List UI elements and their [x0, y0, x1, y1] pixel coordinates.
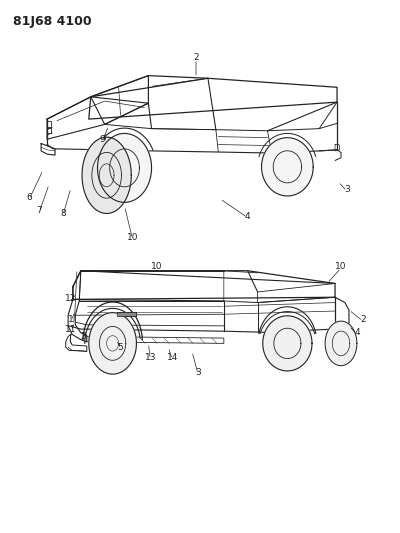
Text: 12: 12	[65, 294, 76, 303]
Text: 10: 10	[150, 262, 162, 271]
Text: 10: 10	[335, 262, 347, 271]
Polygon shape	[263, 316, 312, 371]
Polygon shape	[98, 133, 152, 203]
Polygon shape	[82, 137, 131, 214]
Text: 4: 4	[245, 212, 250, 221]
Text: 8: 8	[60, 209, 66, 218]
Bar	[116, 312, 136, 316]
Text: 3: 3	[195, 368, 201, 377]
Text: 2: 2	[193, 53, 199, 62]
Polygon shape	[89, 313, 136, 374]
Text: 81J68 4100: 81J68 4100	[13, 14, 92, 28]
Text: 10: 10	[127, 233, 138, 242]
Text: 11: 11	[65, 325, 77, 334]
Text: 7: 7	[36, 206, 42, 215]
Text: 4: 4	[354, 328, 360, 337]
Text: 1: 1	[68, 315, 74, 324]
Text: 9: 9	[100, 135, 106, 144]
Text: 2: 2	[360, 315, 366, 324]
Text: 3: 3	[344, 185, 350, 194]
Text: 5: 5	[118, 343, 124, 352]
Polygon shape	[262, 138, 313, 196]
Polygon shape	[325, 321, 357, 366]
Text: 2: 2	[80, 332, 86, 341]
Text: 14: 14	[166, 353, 178, 362]
Text: 13: 13	[144, 353, 156, 362]
Text: 6: 6	[26, 193, 32, 202]
